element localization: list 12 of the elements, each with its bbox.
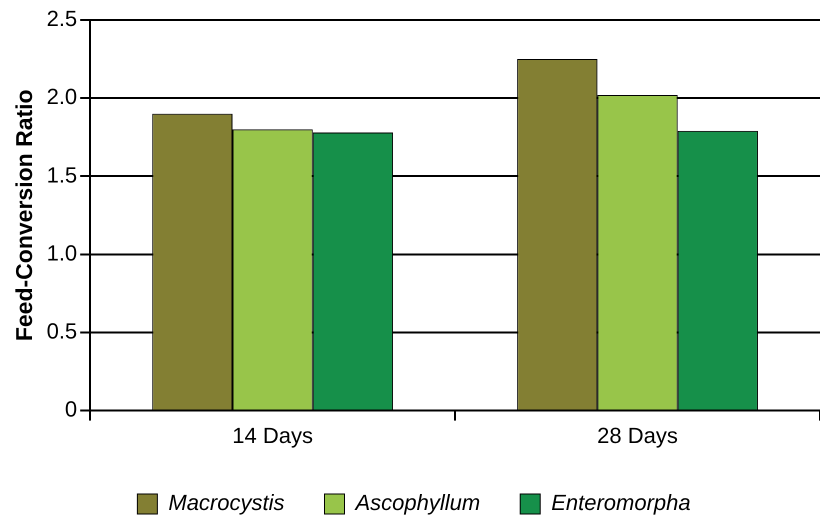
- legend-label: Macrocystis: [168, 490, 284, 516]
- y-tick-label: 1.0: [46, 240, 78, 266]
- legend-label: Enteromorpha: [551, 490, 691, 516]
- y-tick-label: 0: [64, 396, 78, 422]
- y-tick-label: 2.0: [46, 84, 78, 110]
- x-tick-label: 28 Days: [597, 422, 678, 448]
- y-tick-label: 2.5: [46, 6, 78, 32]
- y-tick-label: 1.5: [46, 162, 78, 188]
- y-tick-label: 0.5: [46, 318, 78, 344]
- x-tick-label: 14 Days: [232, 422, 313, 448]
- legend-label: Ascophyllum: [353, 490, 480, 516]
- y-axis-title: Feed-Conversion Ratio: [11, 89, 38, 342]
